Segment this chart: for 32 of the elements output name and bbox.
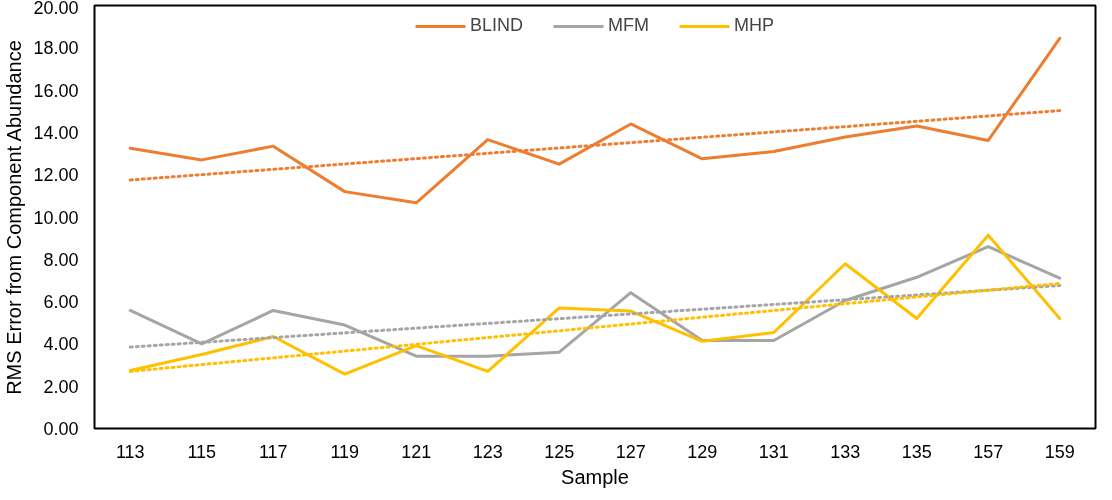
y-tick-label: 0.00	[43, 419, 79, 439]
y-tick-label: 2.00	[43, 376, 79, 397]
x-tick-label: 119	[330, 441, 360, 462]
x-tick-label: 121	[401, 441, 432, 462]
x-tick-label: 127	[615, 441, 646, 462]
legend-label: MFM	[608, 15, 649, 36]
x-tick-label: 159	[1044, 441, 1075, 462]
y-tick-label: 8.00	[43, 249, 79, 270]
y-tick-label: 12.00	[33, 165, 79, 186]
y-tick-label: 10.00	[33, 207, 79, 228]
y-tick-label: 20.00	[33, 0, 79, 18]
y-axis-title: RMS Error from Component Abundance	[3, 40, 26, 395]
x-axis-title: Sample	[561, 465, 629, 488]
x-tick-label: 131	[758, 441, 789, 462]
x-tick-label: 113	[115, 441, 145, 462]
x-tick-label: 129	[687, 441, 718, 462]
line-series	[128, 245, 1062, 358]
y-tick-label: 4.00	[43, 334, 79, 355]
x-tick-label: 135	[901, 441, 932, 462]
legend-label: MHP	[734, 15, 774, 36]
x-tick-label: 133	[830, 441, 861, 462]
y-tick-label: 18.00	[33, 38, 79, 59]
line-series	[128, 36, 1062, 205]
y-tick-label: 14.00	[33, 122, 79, 143]
x-tick-label: 157	[973, 441, 1004, 462]
legend-label: BLIND	[470, 15, 524, 36]
y-tick-label: 16.00	[33, 80, 79, 101]
x-tick-label: 123	[472, 441, 503, 462]
x-tick-label: 125	[544, 441, 575, 462]
x-tick-label: 117	[258, 441, 288, 462]
x-tick-label: 115	[187, 441, 217, 462]
y-tick-label: 6.00	[43, 292, 79, 313]
